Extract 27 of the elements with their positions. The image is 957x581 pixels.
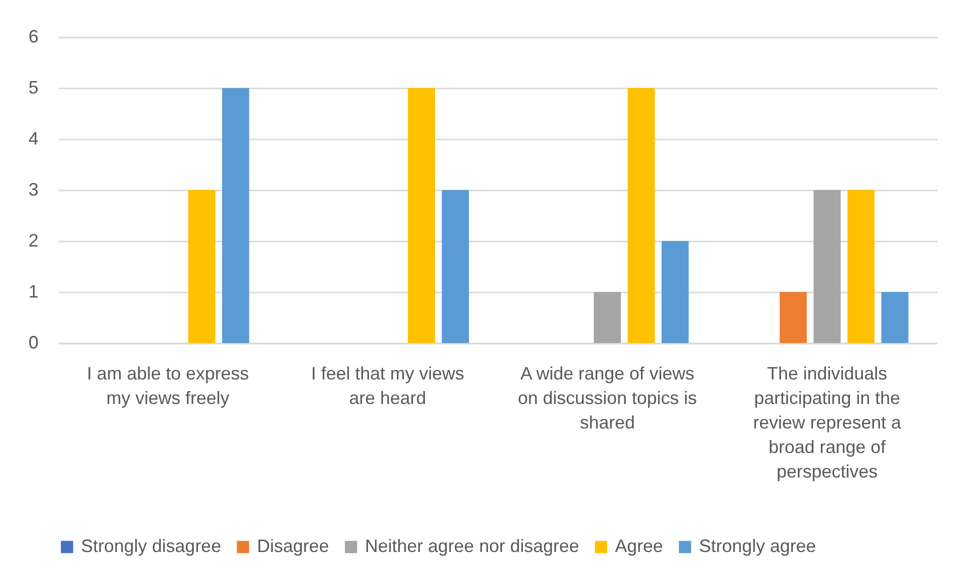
y-tick-label: 1: [28, 282, 38, 302]
legend-label: Strongly agree: [699, 536, 816, 556]
legend-label: Disagree: [257, 536, 330, 556]
x-tick-label: I am able to express my views freely: [86, 364, 249, 408]
legend-label: Neither agree nor disagree: [365, 536, 580, 556]
bar: [847, 190, 875, 343]
y-tick-label: 6: [28, 26, 38, 46]
bar: [662, 241, 689, 343]
legend-label: Agree: [615, 536, 664, 556]
legend-label: Strongly disagree: [81, 536, 222, 556]
bar: [814, 190, 841, 343]
y-tick-label: 3: [28, 180, 38, 200]
bar: [442, 190, 469, 343]
y-tick-label: 2: [28, 230, 38, 250]
bar: [780, 292, 807, 343]
y-tick-label: 0: [28, 332, 38, 352]
y-tick-label: 4: [28, 128, 38, 148]
y-tick-label: 5: [28, 78, 38, 98]
x-tick-label: The individuals participating in the review represent a broad range of perspectives: [753, 364, 902, 482]
bar: [881, 292, 908, 343]
x-tick-label: A wide range of views on discussion topics is shared: [518, 364, 697, 432]
x-tick-label: I feel that my views are heard: [311, 364, 464, 408]
bar: [594, 292, 621, 343]
bar: [408, 88, 436, 343]
bar: [222, 88, 250, 343]
bar: [628, 88, 655, 343]
bar: [188, 190, 216, 343]
